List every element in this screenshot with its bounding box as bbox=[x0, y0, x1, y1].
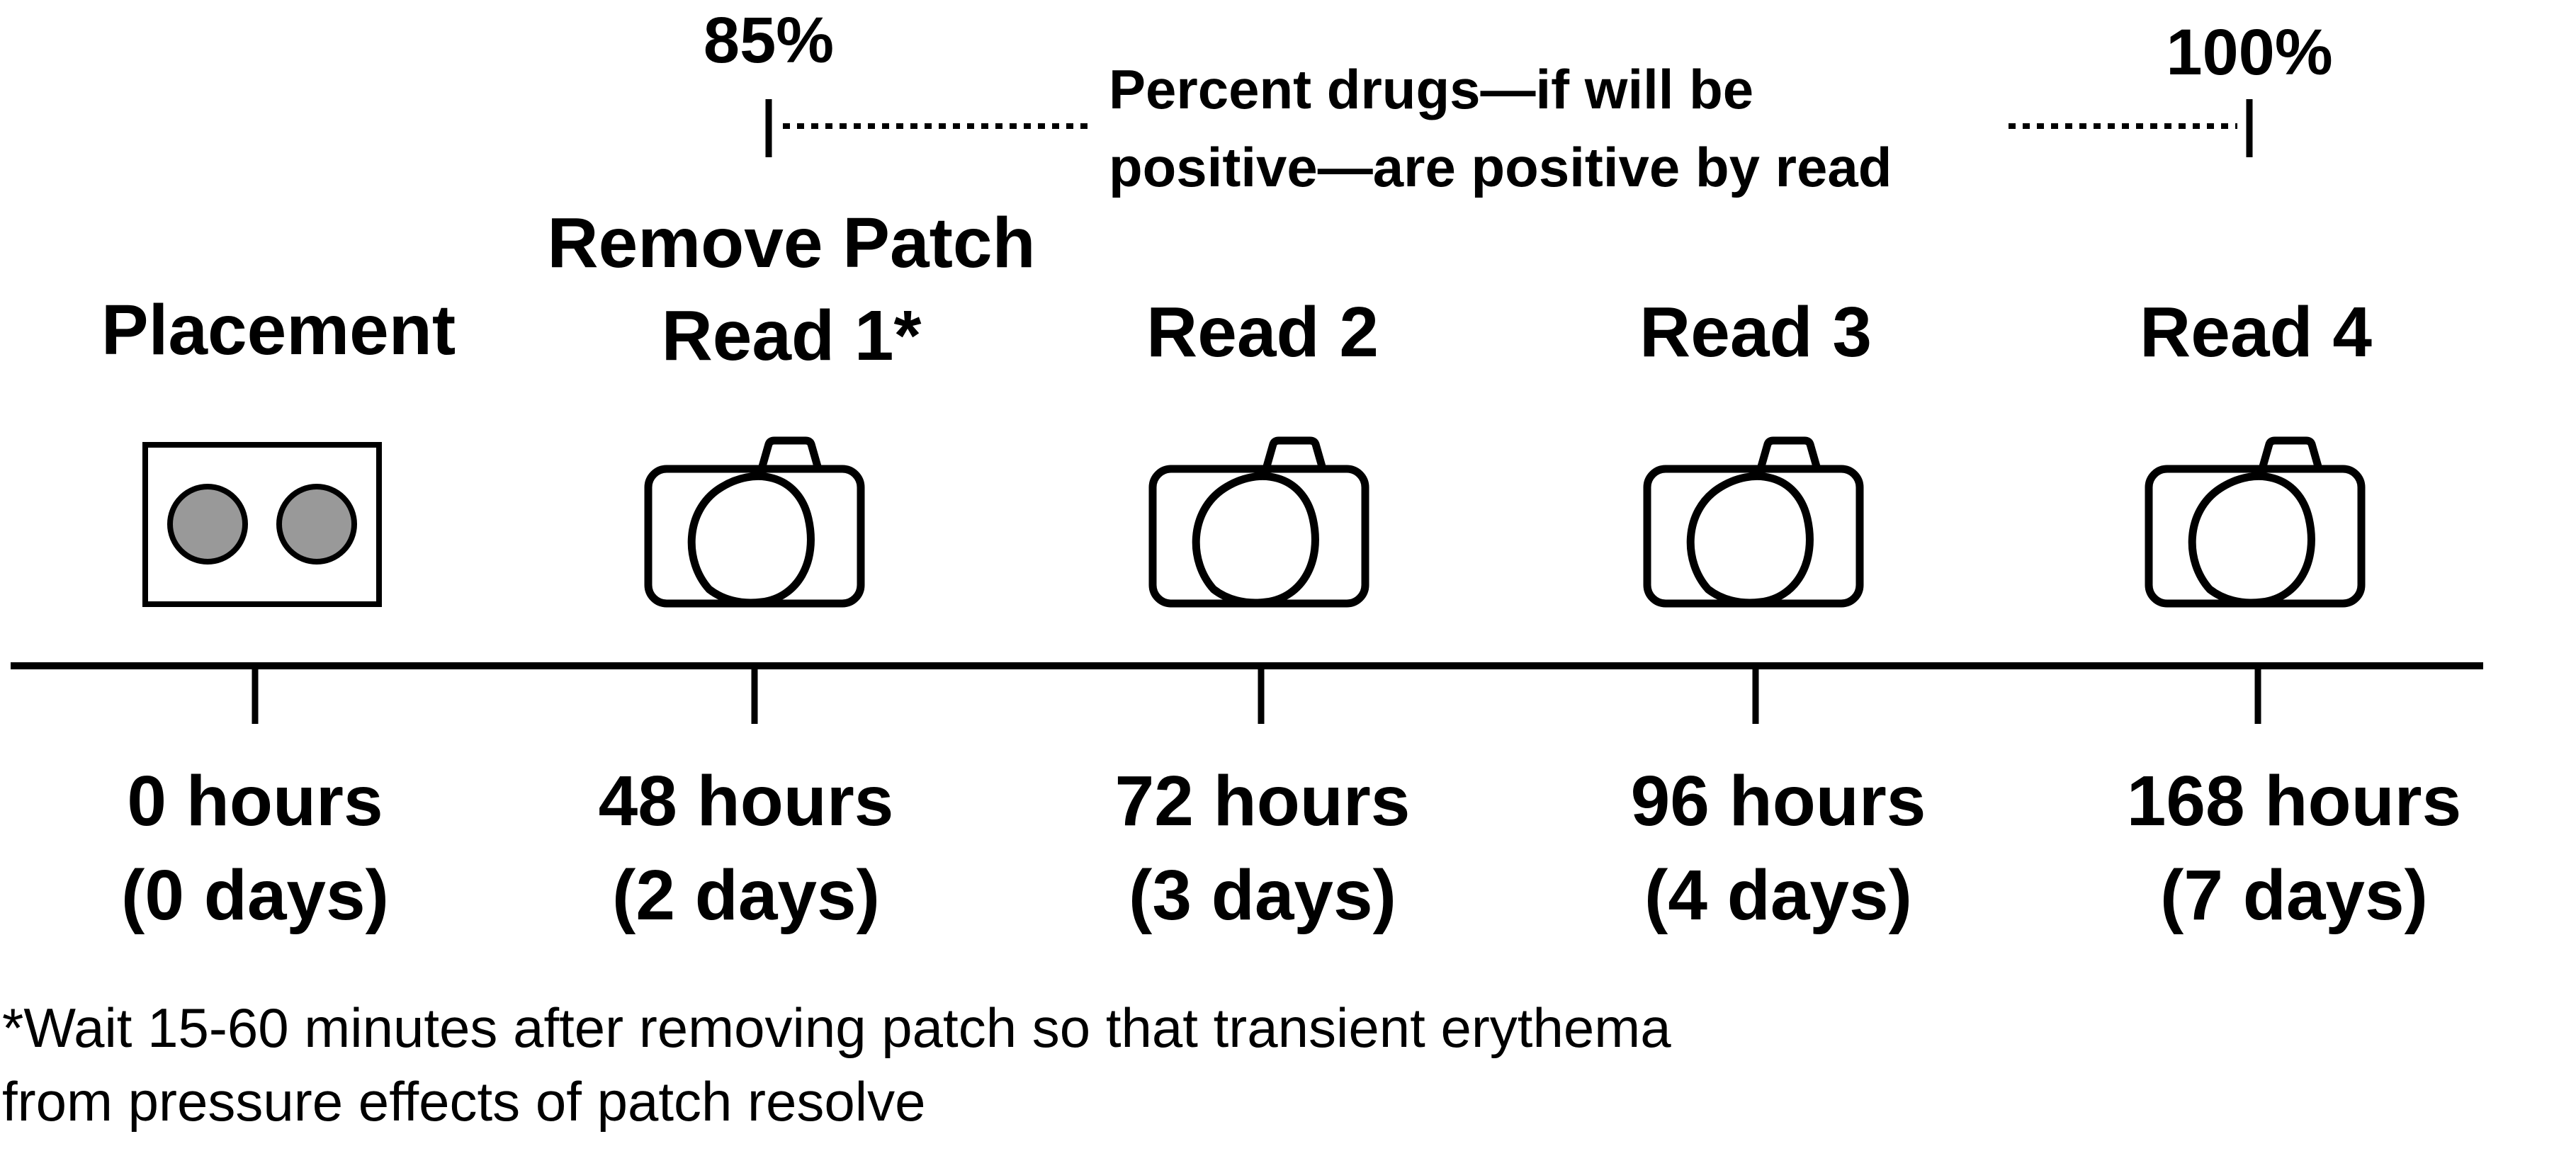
timeline-axis bbox=[11, 662, 2483, 724]
patch-dot-icon bbox=[276, 484, 357, 565]
stage-label-read-2: Read 2 bbox=[1146, 293, 1379, 372]
stage-icons bbox=[142, 441, 2361, 607]
time-hours-label: 72 hours bbox=[1115, 761, 1411, 841]
camera-icon bbox=[1153, 441, 1365, 603]
stage-label-placement: Placement bbox=[101, 290, 456, 370]
patch-icon bbox=[142, 442, 382, 607]
stage-labels: Placement Remove Patch Read 1* Read 2 Re… bbox=[101, 203, 2372, 375]
range-caption-line2: positive—are positive by read bbox=[1109, 136, 1892, 198]
range-start-label: 85% bbox=[704, 4, 834, 76]
time-days-label: (2 days) bbox=[612, 856, 880, 935]
range-end-label: 100% bbox=[2166, 16, 2332, 89]
footnote: *Wait 15-60 minutes after removing patch… bbox=[2, 997, 1671, 1133]
time-days-label: (0 days) bbox=[121, 856, 389, 935]
time-days-label: (4 days) bbox=[1644, 856, 1912, 935]
stage-label-read-4: Read 4 bbox=[2140, 293, 2372, 372]
footnote-line2: from pressure effects of patch resolve bbox=[2, 1070, 926, 1133]
time-hours-label: 168 hours bbox=[2127, 761, 2461, 841]
time-hours-label: 48 hours bbox=[599, 761, 894, 841]
time-days-label: (3 days) bbox=[1129, 856, 1396, 935]
camera-icon bbox=[2149, 441, 2361, 603]
time-hours-label: 0 hours bbox=[127, 761, 383, 841]
range-bracket: 85% 100% Percent drugs—if will be positi… bbox=[704, 4, 2333, 198]
time-labels: 0 hours (0 days) 48 hours (2 days) 72 ho… bbox=[121, 761, 2461, 935]
stage-label-remove-patch: Remove Patch bbox=[547, 203, 1035, 283]
time-hours-label: 96 hours bbox=[1631, 761, 1926, 841]
camera-icon bbox=[1647, 441, 1860, 603]
patch-dot-icon bbox=[167, 484, 248, 565]
camera-icon bbox=[648, 441, 861, 603]
range-caption-line1: Percent drugs—if will be bbox=[1109, 58, 1753, 120]
stage-label-read-1: Read 1* bbox=[662, 296, 922, 375]
time-days-label: (7 days) bbox=[2160, 856, 2428, 935]
footnote-line1: *Wait 15-60 minutes after removing patch… bbox=[2, 997, 1671, 1059]
stage-label-read-3: Read 3 bbox=[1639, 293, 1872, 372]
